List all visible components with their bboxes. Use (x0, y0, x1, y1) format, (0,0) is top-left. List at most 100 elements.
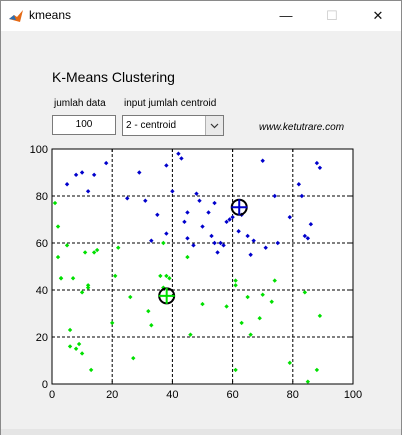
data-point (164, 163, 169, 168)
x-tick-label: 40 (166, 389, 178, 401)
centroid-select[interactable]: 2 - centroid (122, 115, 224, 136)
data-point (251, 238, 256, 243)
y-tick-label: 40 (36, 285, 48, 297)
data-point (113, 273, 118, 279)
data-count-label: jumlah data (54, 98, 106, 109)
data-point (79, 290, 85, 295)
y-tick-label: 80 (36, 191, 48, 203)
data-point (233, 367, 238, 373)
data-point (302, 233, 308, 239)
data-point (67, 344, 73, 349)
data-point (236, 229, 241, 234)
x-tick-label: 20 (106, 389, 118, 401)
maximize-button[interactable]: ☐ (326, 8, 338, 23)
data-point (170, 189, 175, 194)
data-point (200, 301, 205, 307)
data-point (212, 240, 217, 246)
data-point (185, 210, 190, 215)
data-point (188, 332, 193, 337)
data-point (82, 250, 88, 255)
data-point (182, 219, 187, 225)
data-point (209, 233, 214, 239)
data-point (257, 316, 262, 321)
data-point (94, 247, 100, 253)
data-point (131, 355, 136, 361)
data-point (296, 182, 302, 187)
data-point (224, 219, 229, 225)
data-point (55, 254, 61, 260)
data-point (305, 236, 311, 241)
data-point (146, 308, 151, 314)
data-point (269, 299, 274, 304)
data-point (176, 151, 181, 156)
data-point (73, 172, 79, 178)
data-point (314, 367, 320, 373)
y-tick-label: 100 (30, 144, 48, 156)
data-point (85, 283, 91, 288)
y-tick-label: 0 (42, 379, 48, 391)
data-point (275, 240, 280, 246)
dropdown-button[interactable] (205, 116, 223, 135)
data-point (248, 332, 253, 337)
data-point (91, 172, 97, 178)
data-point (185, 254, 190, 260)
x-tick-label: 0 (49, 389, 55, 401)
scatter-plot: 00 20 20 40 40 60 60 80 80 100 100 (30, 144, 363, 401)
window-title: kmeans (29, 8, 72, 22)
data-point (79, 351, 85, 356)
data-point (230, 214, 235, 220)
centroid-select-value: 2 - centroid (126, 120, 177, 131)
data-point (103, 160, 109, 166)
minimize-button[interactable]: — (279, 8, 293, 23)
x-tick-label: 80 (287, 389, 299, 401)
data-point (79, 170, 85, 175)
data-point (149, 238, 154, 243)
data-point (317, 313, 323, 319)
data-point (206, 210, 211, 215)
data-point (185, 236, 190, 241)
data-point (224, 304, 229, 309)
x-tick-label: 60 (226, 389, 238, 401)
data-point (272, 278, 277, 283)
data-point (64, 182, 70, 187)
data-point (73, 346, 79, 351)
y-tick-label: 60 (36, 238, 48, 250)
data-point (218, 240, 223, 246)
data-point (299, 193, 305, 199)
data-point (143, 198, 148, 203)
data-point (110, 320, 115, 326)
data-point (52, 200, 58, 206)
data-point (239, 320, 244, 326)
data-point (76, 341, 82, 347)
x-tick-label: 100 (344, 389, 362, 401)
data-point (164, 273, 169, 279)
close-button[interactable]: ✕ (372, 8, 384, 23)
data-point (167, 276, 172, 281)
data-point (85, 189, 91, 194)
data-count-input[interactable]: 100 (52, 115, 116, 135)
data-point (191, 243, 196, 248)
data-point (67, 327, 73, 333)
data-point (233, 283, 238, 288)
data-point (302, 290, 308, 295)
title-bar: kmeans — ☐ ✕ (1, 1, 401, 31)
data-point (88, 367, 94, 373)
y-tick-label: 20 (36, 332, 48, 344)
data-point (158, 273, 163, 279)
data-point (248, 252, 253, 257)
data-point (91, 250, 97, 255)
data-point (58, 276, 64, 281)
data-point (314, 160, 320, 166)
data-point (260, 292, 265, 297)
data-point (200, 224, 205, 229)
data-point (85, 285, 91, 290)
data-point (260, 158, 265, 163)
data-point (64, 243, 70, 248)
data-point (245, 233, 250, 239)
chevron-down-icon (210, 123, 219, 129)
data-point (179, 156, 184, 161)
data-point (70, 276, 76, 281)
plot-area (51, 148, 354, 385)
website-link: www.ketutrare.com (259, 122, 345, 133)
data-point (215, 250, 220, 255)
